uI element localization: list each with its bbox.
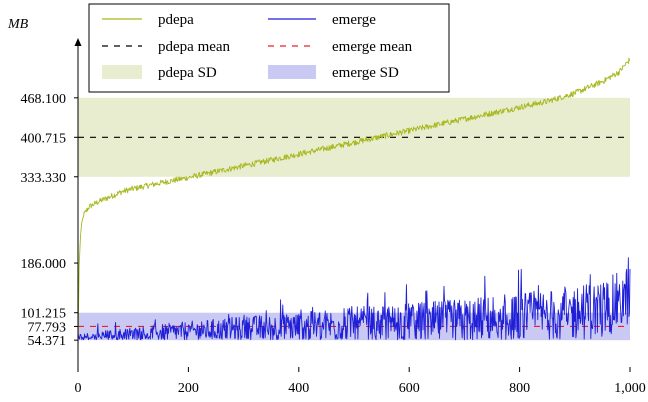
pdepa-line: [77, 57, 631, 349]
legend-emerge-sd-swatch: [268, 65, 316, 79]
x-tick-label: 1,000: [614, 381, 646, 396]
y-tick-label: 186.000: [21, 257, 67, 272]
y-tick-label: 333.330: [21, 171, 67, 186]
legend-emerge-mean-label: emerge mean: [332, 39, 413, 55]
y-tick-label: 77.793: [28, 320, 67, 335]
legend-pdepa-sd-label: pdepa SD: [158, 65, 217, 81]
x-tick-label: 0: [75, 381, 82, 396]
legend-pdepa-mean-label: pdepa mean: [158, 39, 231, 55]
x-tick-label: 200: [178, 381, 199, 396]
x-tick-label: 400: [288, 381, 309, 396]
legend-pdepa-sd-swatch: [102, 65, 142, 79]
y-axis-arrow: [74, 38, 82, 46]
y-axis-label: MB: [7, 17, 29, 32]
y-tick-label: 54.371: [28, 334, 67, 349]
x-tick-label: 800: [509, 381, 530, 396]
legend-emerge-label: emerge: [332, 12, 376, 28]
legend-pdepa-label: pdepa: [158, 12, 194, 28]
axes: [74, 38, 82, 372]
emerge-line: [77, 257, 631, 341]
y-tick-label: 400.715: [21, 131, 67, 146]
y-tick-label: 468.100: [21, 92, 67, 107]
y-tick-label: 101.215: [21, 307, 67, 322]
x-tick-label: 600: [399, 381, 420, 396]
legend: pdepa pdepa mean pdepa SD emerge emerge …: [88, 3, 450, 93]
legend-emerge-sd-label: emerge SD: [332, 65, 399, 81]
data-series: [77, 57, 631, 349]
